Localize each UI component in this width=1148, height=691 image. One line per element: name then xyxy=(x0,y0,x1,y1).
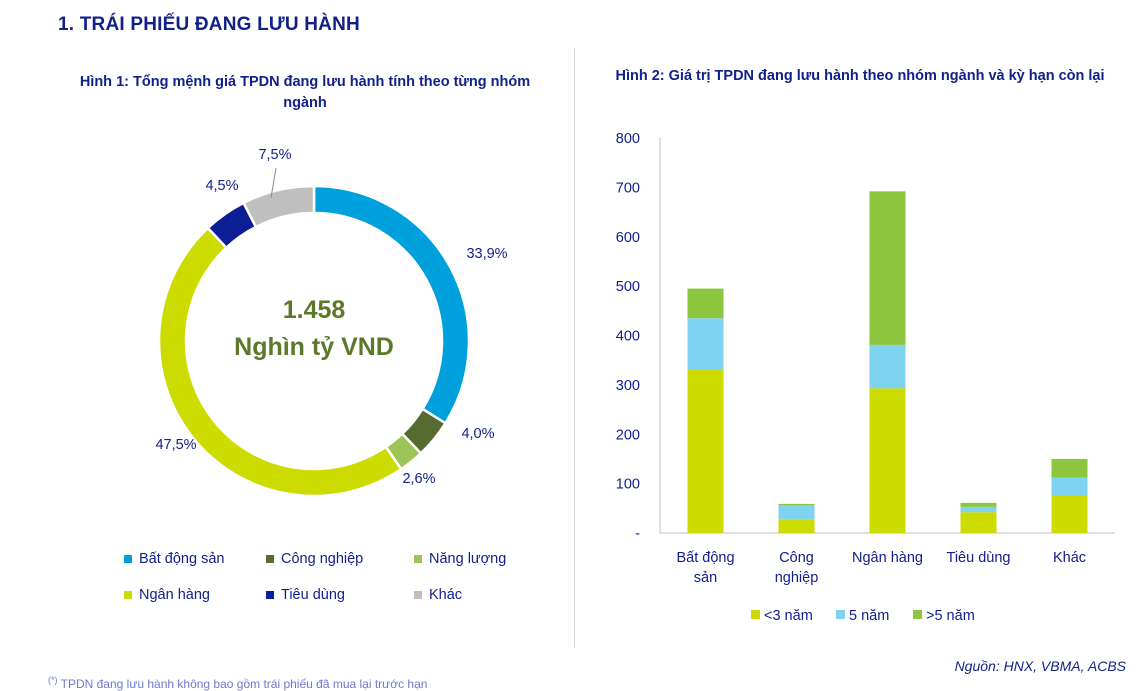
donut-data-label: 2,6% xyxy=(402,471,435,487)
footnote: (*) TPDN đang lưu hành không bao gồm trá… xyxy=(48,675,427,691)
x-tick-label: sản xyxy=(694,570,717,586)
y-tick-label: 200 xyxy=(616,427,640,443)
bar-segment xyxy=(687,318,724,371)
bar-segment xyxy=(1051,477,1088,495)
footnote-mark: (*) xyxy=(48,675,58,685)
legend-label: >5 năm xyxy=(926,608,975,624)
y-tick-label: 500 xyxy=(616,279,640,295)
x-tick-label: Khác xyxy=(1053,550,1086,566)
bar-segment xyxy=(869,191,906,345)
bar-segment xyxy=(960,512,997,533)
donut-chart: 33,9% 4,0% 2,6% 47,5% 4,5% 7,5% 1.458 Nghìn tỷ … xyxy=(124,147,508,603)
bar-segment xyxy=(778,503,815,506)
bar-segment xyxy=(960,506,997,513)
y-tick-label: 800 xyxy=(616,131,640,147)
donut-center-unit: Nghìn tỷ VND xyxy=(234,333,394,361)
footnote-text: TPDN đang lưu hành không bao gồm trái ph… xyxy=(60,677,428,691)
legend-label: 5 năm xyxy=(849,608,889,624)
legend-swatch xyxy=(913,610,922,619)
legend-swatch xyxy=(836,610,845,619)
legend-label: Tiêu dùng xyxy=(281,587,345,603)
legend-swatch xyxy=(124,591,132,599)
donut-chart-title: Hình 1: Tổng mệnh giá TPDN đang lưu hành… xyxy=(79,74,531,111)
bar-segment xyxy=(778,519,815,533)
donut-data-label: 47,5% xyxy=(155,437,196,453)
y-tick-label: 400 xyxy=(616,329,640,345)
donut-data-label: 4,0% xyxy=(461,426,494,442)
legend-swatch xyxy=(266,555,274,563)
legend-label: Công nghiệp xyxy=(281,551,363,567)
bar-segment xyxy=(778,505,815,520)
legend-label: Bất động sản xyxy=(139,551,224,567)
y-tick-label: 300 xyxy=(616,378,640,394)
x-tick-label: Ngân hàng xyxy=(852,550,923,566)
stacked-bar-chart: - 100 200 300 400 500 600 700 800 Bất động sản Công… xyxy=(616,131,1115,624)
x-tick-label: Công xyxy=(779,550,814,566)
y-tick-label: 600 xyxy=(616,230,640,246)
legend-label: <3 năm xyxy=(764,608,813,624)
legend-swatch xyxy=(751,610,760,619)
legend-swatch xyxy=(124,555,132,563)
y-tick-label: 700 xyxy=(616,180,640,196)
y-tick-label: 100 xyxy=(616,477,640,493)
bar-segment xyxy=(1051,458,1088,478)
donut-slice-6 xyxy=(241,184,316,229)
khac-leader-line xyxy=(270,167,277,199)
section-title: 1. TRÁI PHIẾU ĐANG LƯU HÀNH xyxy=(58,14,360,35)
donut-data-label: 33,9% xyxy=(466,246,507,262)
donut-data-label: 4,5% xyxy=(205,178,238,194)
legend-swatch xyxy=(414,555,422,563)
legend-swatch xyxy=(266,591,274,599)
bar-segment xyxy=(869,344,906,389)
donut-center-value: 1.458 xyxy=(283,296,346,324)
panel-divider xyxy=(574,48,575,648)
bar-segment xyxy=(1051,494,1088,533)
x-tick-label: Tiêu dùng xyxy=(947,550,1011,566)
legend-label: Năng lượng xyxy=(429,551,506,567)
x-tick-label: nghiệp xyxy=(775,570,819,586)
source-note: Nguồn: HNX, VBMA, ACBS xyxy=(954,658,1126,674)
y-tick-label: - xyxy=(635,526,640,542)
bar-segment xyxy=(960,502,997,507)
bar-chart-title: Hình 2: Giá trị TPDN đang lưu hành theo … xyxy=(615,68,1105,84)
x-tick-label: Bất động xyxy=(676,550,734,566)
legend-swatch xyxy=(414,591,422,599)
legend-label: Khác xyxy=(429,587,462,603)
bar-segment xyxy=(687,370,724,533)
bar-segment xyxy=(869,388,906,533)
donut-data-label: 7,5% xyxy=(258,147,291,163)
legend-label: Ngân hàng xyxy=(139,587,210,603)
bar-segment xyxy=(687,288,724,319)
